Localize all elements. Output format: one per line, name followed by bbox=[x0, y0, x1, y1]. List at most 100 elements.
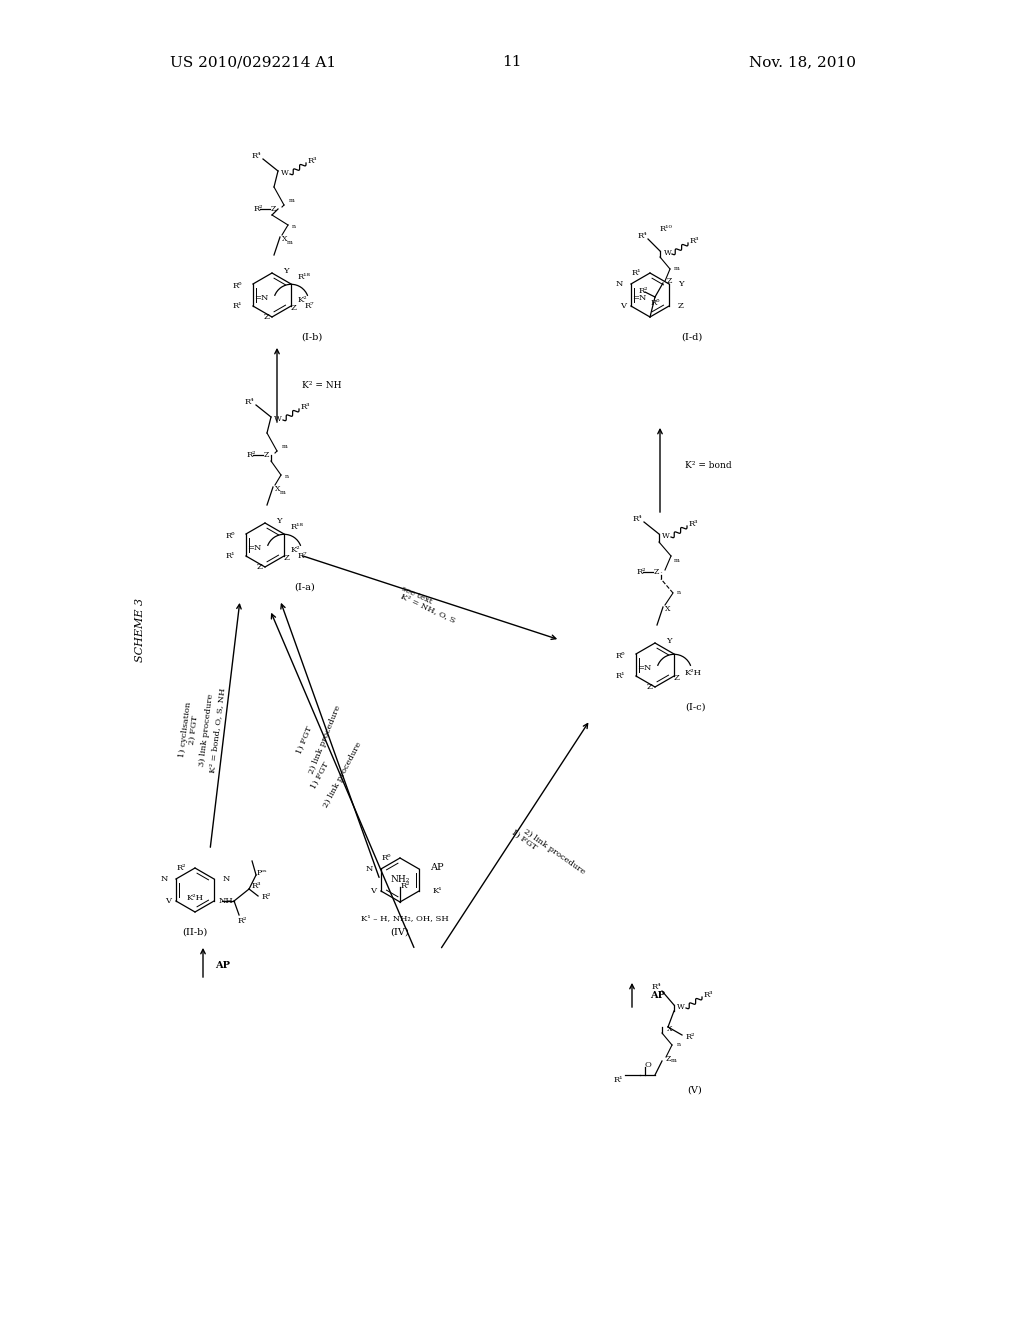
Text: R²: R² bbox=[253, 205, 263, 213]
Text: m: m bbox=[287, 240, 293, 246]
Text: R¹: R¹ bbox=[613, 1076, 623, 1084]
Text: R⁶: R⁶ bbox=[381, 854, 391, 862]
Text: R¹: R¹ bbox=[225, 552, 234, 560]
Text: R²: R² bbox=[246, 451, 256, 459]
Text: R⁶: R⁶ bbox=[225, 532, 234, 540]
Text: m: m bbox=[674, 267, 680, 272]
Text: K¹: K¹ bbox=[432, 887, 442, 895]
Text: 1) FGT: 1) FGT bbox=[310, 760, 331, 789]
Text: R⁷: R⁷ bbox=[304, 302, 314, 310]
Text: n: n bbox=[285, 474, 289, 479]
Text: Pᵒˢ: Pᵒˢ bbox=[257, 869, 267, 876]
Text: Z: Z bbox=[264, 313, 270, 321]
Text: R¹⁸: R¹⁸ bbox=[298, 273, 310, 281]
Text: R¹: R¹ bbox=[631, 269, 641, 277]
Text: R⁶: R⁶ bbox=[615, 652, 625, 660]
Text: Z: Z bbox=[257, 564, 263, 572]
Text: R⁶: R⁶ bbox=[650, 300, 659, 308]
Text: (I-c): (I-c) bbox=[685, 702, 706, 711]
Text: m: m bbox=[281, 491, 286, 495]
Text: =N: =N bbox=[247, 544, 261, 552]
Text: Z: Z bbox=[284, 554, 290, 562]
Text: W: W bbox=[664, 249, 672, 257]
Text: N: N bbox=[222, 875, 229, 883]
Text: 3) link procedure: 3) link procedure bbox=[198, 693, 215, 767]
Text: X: X bbox=[275, 484, 281, 492]
Text: K¹ – H, NH₂, OH, SH: K¹ – H, NH₂, OH, SH bbox=[361, 913, 449, 921]
Text: US 2010/0292214 A1: US 2010/0292214 A1 bbox=[170, 55, 336, 69]
Text: (I-d): (I-d) bbox=[681, 333, 702, 342]
Text: m: m bbox=[289, 198, 295, 203]
Text: n: n bbox=[677, 590, 681, 595]
Text: X: X bbox=[666, 605, 671, 612]
Text: R²: R² bbox=[685, 1034, 694, 1041]
Text: R¹⁸: R¹⁸ bbox=[291, 523, 303, 531]
Text: =N: =N bbox=[632, 294, 646, 302]
Text: R¹⁰: R¹⁰ bbox=[659, 224, 673, 234]
Text: R³: R³ bbox=[689, 238, 698, 246]
Text: N: N bbox=[615, 280, 623, 288]
Text: Z: Z bbox=[647, 682, 653, 690]
Text: R²: R² bbox=[638, 286, 648, 294]
Text: K² = bond: K² = bond bbox=[685, 461, 731, 470]
Text: R⁴: R⁴ bbox=[651, 983, 660, 991]
Text: W: W bbox=[677, 1003, 685, 1011]
Text: m: m bbox=[283, 445, 288, 450]
Text: K²H: K²H bbox=[684, 669, 701, 677]
Text: 1) FGT: 1) FGT bbox=[295, 725, 313, 755]
Text: (IV): (IV) bbox=[390, 928, 410, 936]
Text: Nov. 18, 2010: Nov. 18, 2010 bbox=[749, 55, 856, 69]
Text: Z: Z bbox=[263, 451, 268, 459]
Text: =N: =N bbox=[254, 294, 268, 302]
Text: R⁶: R⁶ bbox=[232, 282, 242, 290]
Text: AP: AP bbox=[650, 990, 665, 999]
Text: K² = bond, O, S, NH: K² = bond, O, S, NH bbox=[208, 688, 226, 774]
Text: R²: R² bbox=[400, 882, 410, 890]
Text: Y: Y bbox=[678, 280, 684, 288]
Text: (I-a): (I-a) bbox=[295, 582, 315, 591]
Text: Z: Z bbox=[678, 302, 684, 310]
Text: X: X bbox=[668, 1026, 673, 1034]
Text: R¹: R¹ bbox=[232, 302, 242, 310]
Text: Z: Z bbox=[674, 675, 680, 682]
Text: R⁴: R⁴ bbox=[251, 152, 261, 160]
Text: 1) FGT: 1) FGT bbox=[510, 828, 539, 851]
Text: W: W bbox=[663, 532, 670, 540]
Text: K²H: K²H bbox=[186, 894, 204, 902]
Text: W: W bbox=[274, 414, 282, 422]
Text: V: V bbox=[370, 887, 376, 895]
Text: 2) link procedure: 2) link procedure bbox=[308, 705, 343, 775]
Text: Z: Z bbox=[270, 205, 275, 213]
Text: R²: R² bbox=[176, 865, 185, 873]
Text: R¹: R¹ bbox=[615, 672, 625, 680]
Text: Z: Z bbox=[653, 568, 658, 576]
Text: n: n bbox=[292, 224, 296, 230]
Text: (I-b): (I-b) bbox=[301, 333, 323, 342]
Text: SCHEME 3: SCHEME 3 bbox=[135, 598, 145, 663]
Text: NH: NH bbox=[219, 898, 233, 906]
Text: 11: 11 bbox=[502, 55, 522, 69]
Text: m: m bbox=[674, 557, 680, 562]
Text: R⁴: R⁴ bbox=[632, 515, 642, 523]
Text: 2) FGT: 2) FGT bbox=[188, 715, 200, 744]
Text: Y: Y bbox=[667, 638, 672, 645]
Text: Z: Z bbox=[291, 304, 297, 312]
Text: AP: AP bbox=[215, 961, 230, 969]
Text: R⁴: R⁴ bbox=[637, 232, 647, 240]
Text: W: W bbox=[281, 169, 289, 177]
Text: 2) link procedure: 2) link procedure bbox=[322, 741, 364, 809]
Text: (V): (V) bbox=[688, 1085, 702, 1094]
Text: N: N bbox=[366, 865, 373, 873]
Text: R²: R² bbox=[238, 917, 247, 925]
Text: V: V bbox=[165, 898, 171, 906]
Text: K²: K² bbox=[290, 546, 300, 554]
Text: V: V bbox=[620, 302, 626, 310]
Text: n: n bbox=[677, 1043, 681, 1048]
Text: K² = NH: K² = NH bbox=[302, 380, 341, 389]
Text: 2) link procedure: 2) link procedure bbox=[522, 828, 587, 876]
Text: N: N bbox=[161, 875, 168, 883]
Text: NH₂: NH₂ bbox=[390, 875, 410, 884]
Text: 1) cyclisation: 1) cyclisation bbox=[178, 702, 193, 759]
Text: K²: K² bbox=[297, 296, 307, 304]
Text: =N: =N bbox=[637, 664, 651, 672]
